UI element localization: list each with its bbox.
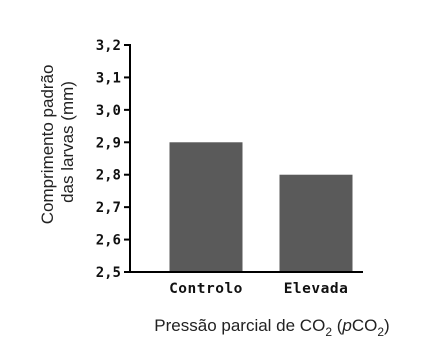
y-axis-title-line-2: das larvas (mm) (58, 81, 77, 203)
y-tick-label: 3,1 (96, 70, 121, 86)
y-tick-label: 2,8 (96, 168, 121, 184)
axes-layer (129, 44, 363, 273)
x-axis-title-subscript-2: 2 (377, 325, 384, 338)
y-axis-title: Comprimento padrão das larvas (mm) (38, 60, 77, 224)
x-axis-title: Pressão parcial de CO2 (pCO2) (154, 316, 389, 338)
x-axis-title-paren-close: ) (384, 316, 390, 335)
y-axis-title-line-1: Comprimento padrão (38, 65, 57, 225)
x-axis-title-paren-open: ( (332, 316, 343, 335)
bars-layer (169, 142, 353, 272)
y-ticks-layer: 2,5 2,6 2,7 2,8 2,9 3,0 3,1 3,2 (96, 38, 130, 281)
bar-controlo (169, 142, 243, 272)
y-tick-label: 2,7 (96, 200, 121, 216)
x-axis-title-italic-p: p (341, 316, 351, 335)
y-tick-label: 2,9 (96, 135, 121, 151)
x-axis-title-text: Pressão parcial de CO (154, 316, 325, 335)
y-tick-label: 3,2 (96, 38, 121, 54)
x-axis-title-subscript-1: 2 (325, 325, 332, 338)
x-tick-label-elevada: Elevada (284, 281, 349, 297)
y-tick-label: 2,6 (96, 233, 121, 249)
bar-elevada (279, 174, 353, 272)
x-axis-title-co: CO (352, 316, 378, 335)
y-tick-label: 2,5 (96, 265, 121, 281)
x-tick-label-controlo: Controlo (169, 281, 243, 297)
x-tick-labels-layer: Controlo Elevada (169, 281, 348, 297)
y-tick-label: 3,0 (96, 103, 121, 119)
